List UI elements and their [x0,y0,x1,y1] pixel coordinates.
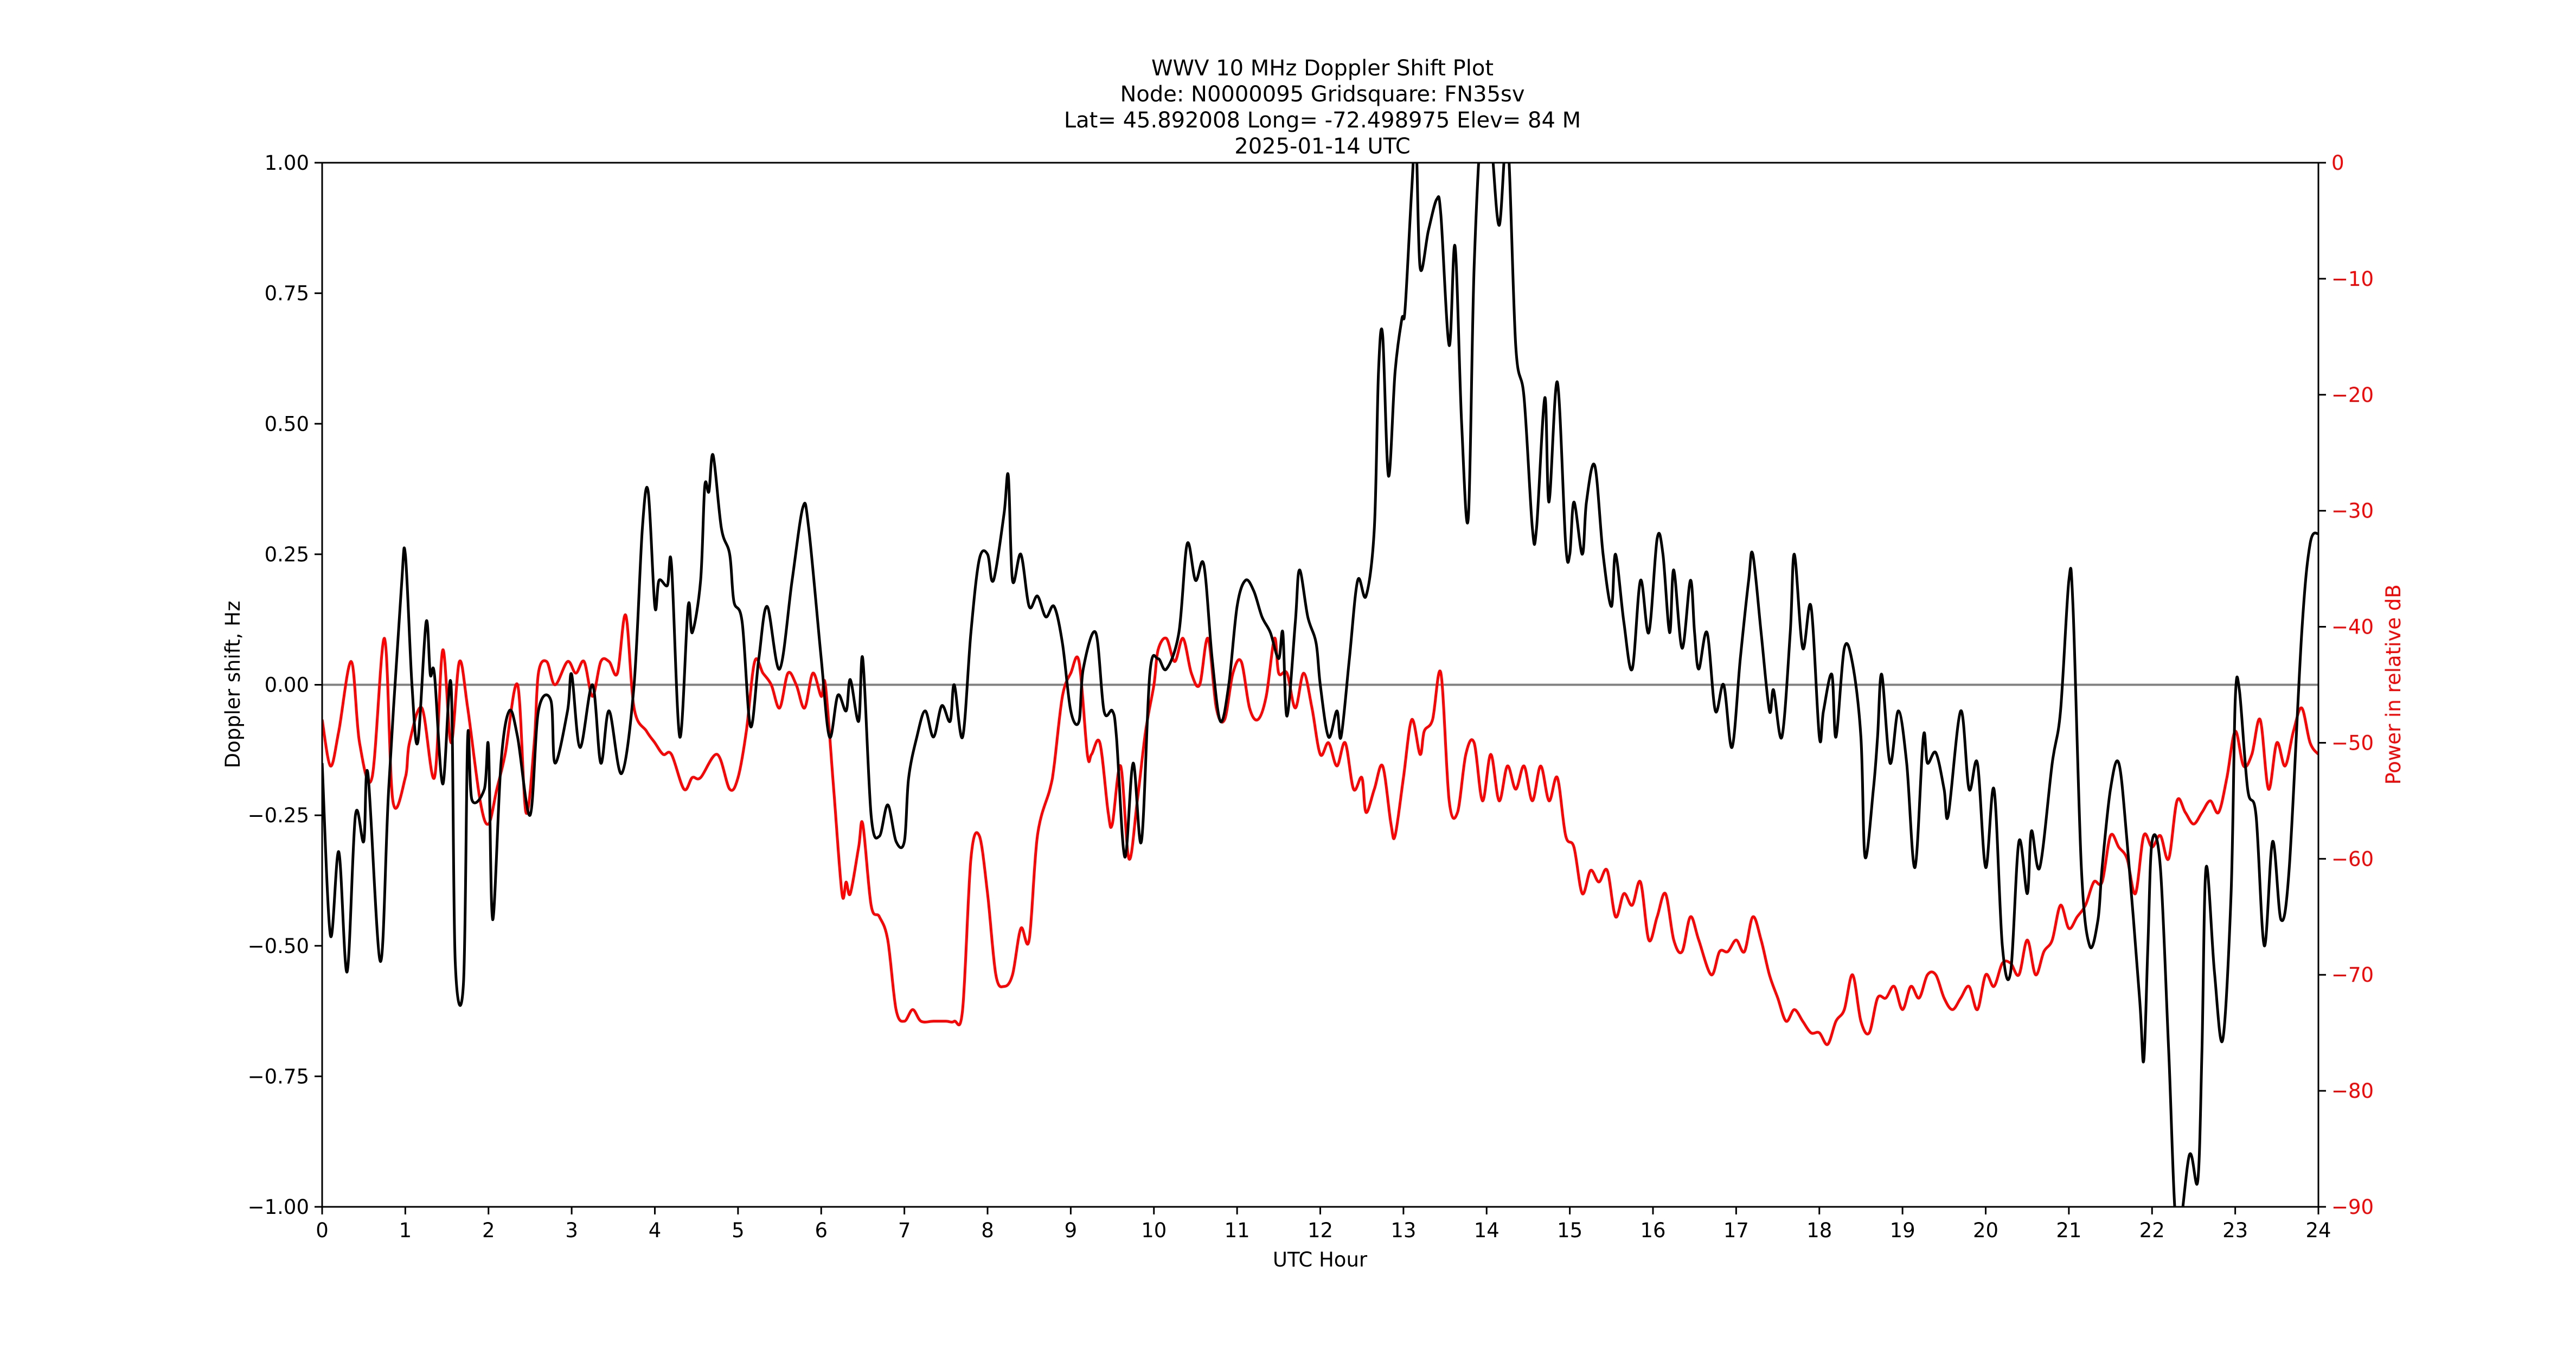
x-tick-label: 9 [1065,1219,1078,1242]
x-tick-label: 6 [815,1219,828,1242]
x-tick-label: 21 [2056,1219,2081,1242]
x-tick-label: 8 [981,1219,994,1242]
y2-tick-label: −10 [2331,267,2374,291]
x-tick-label: 3 [565,1219,578,1242]
x-tick-label: 20 [1973,1219,1998,1242]
x-tick-label: 19 [1890,1219,1915,1242]
power-series-line [322,613,2318,1046]
y2-tick-label: −30 [2331,500,2374,523]
y-tick-label: −1.00 [248,1195,309,1219]
y2-tick-label: 0 [2331,151,2344,175]
y2-tick-label: −60 [2331,847,2374,871]
x-tick-label: 14 [1474,1219,1500,1242]
y-tick-label: 0.75 [265,282,309,305]
x-axis-ticks: 0 1 2 3 4 5 6 7 8 9 10 11 12 13 14 15 16 17 18 19 20 21 22 23 24 [316,1207,2331,1242]
y2-tick-label: −80 [2331,1079,2374,1103]
y-axis-right-label: Power in relative dB [2382,584,2405,784]
x-tick-label: 7 [898,1219,911,1242]
x-tick-label: 1 [399,1219,412,1242]
x-tick-label: 17 [1723,1219,1749,1242]
y-axis-left-ticks: −1.00 −0.75 −0.50 −0.25 0.00 0.25 0.50 0.75 1.00 [248,151,322,1219]
chart-subtitle-date: 2025-01-14 UTC [1234,134,1411,159]
y2-tick-label: −40 [2331,616,2374,639]
y-tick-label: 0.00 [265,674,309,697]
y2-tick-label: −90 [2331,1195,2374,1219]
x-tick-label: 13 [1390,1219,1416,1242]
x-tick-label: 15 [1557,1219,1582,1242]
x-tick-label: 5 [732,1219,745,1242]
y2-tick-label: −50 [2331,731,2374,754]
x-tick-label: 23 [2222,1219,2248,1242]
y-tick-label: −0.75 [248,1065,309,1088]
y-tick-label: 0.50 [265,412,309,436]
x-tick-label: 16 [1640,1219,1665,1242]
y-tick-label: 1.00 [265,151,309,175]
doppler-series-line [322,163,2318,1207]
y2-tick-label: −20 [2331,383,2374,407]
x-tick-label: 4 [649,1219,662,1242]
y-tick-label: −0.50 [248,935,309,958]
y-axis-left-label: Doppler shift, Hz [221,601,245,769]
y2-tick-label: −70 [2331,963,2374,987]
x-tick-label: 22 [2139,1219,2165,1242]
x-tick-label: 24 [2305,1219,2331,1242]
x-tick-label: 0 [316,1219,329,1242]
x-tick-label: 12 [1308,1219,1333,1242]
y-axis-right-ticks: 0 −10 −20 −30 −40 −50 −60 −70 −80 −90 [2318,151,2374,1219]
x-tick-label: 11 [1225,1219,1250,1242]
y-tick-label: 0.25 [265,543,309,566]
chart-subtitle-location: Lat= 45.892008 Long= -72.498975 Elev= 84… [1063,108,1581,133]
x-tick-label: 10 [1141,1219,1167,1242]
chart-subtitle-node: Node: N0000095 Gridsquare: FN35sv [1120,82,1525,107]
x-axis-label: UTC Hour [1273,1248,1368,1271]
x-tick-label: 18 [1806,1219,1832,1242]
y-tick-label: −0.25 [248,804,309,827]
x-tick-label: 2 [482,1219,495,1242]
chart-title: WWV 10 MHz Doppler Shift Plot [1151,56,1494,81]
